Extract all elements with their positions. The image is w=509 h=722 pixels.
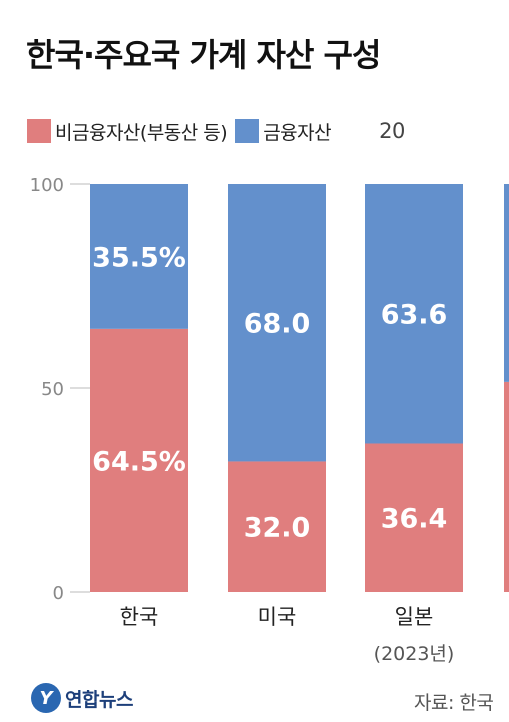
legend-note: 20 xyxy=(379,119,405,143)
legend-label-nonfinancial: 비금융자산(부동산 등) xyxy=(55,121,228,144)
legend: 비금융자산(부동산 등) 금융자산 20 xyxy=(27,116,405,146)
logo-text: 연합뉴스 xyxy=(65,688,133,711)
data-label-financial: 63.6 xyxy=(381,300,448,331)
bar-segment-financial xyxy=(228,184,326,462)
legend-label-financial: 금융자산 xyxy=(263,121,332,144)
category-sublabel: (2023년) xyxy=(374,643,455,665)
y-tick-label: 0 xyxy=(53,583,64,604)
bar-segment-nonfinancial xyxy=(365,443,463,592)
source-note: 자료: 한국 xyxy=(414,692,494,714)
category-label: 미국 xyxy=(258,605,297,629)
legend-item-financial: 금융자산 xyxy=(235,118,332,145)
legend-swatch-financial xyxy=(235,119,260,143)
data-label-nonfinancial: 36.4 xyxy=(381,504,448,535)
category-label: 일본 xyxy=(395,605,434,629)
bar-segment-financial-partial xyxy=(504,184,509,382)
legend-swatch-nonfinancial xyxy=(27,119,51,143)
publisher-logo: Y 연합뉴스 xyxy=(31,682,133,714)
bar-segment-financial xyxy=(90,184,188,329)
data-label-financial: 68.0 xyxy=(244,309,311,340)
data-label-nonfinancial: 32.0 xyxy=(244,513,311,544)
bar-segment-nonfinancial xyxy=(90,328,188,592)
y-tick-label: 50 xyxy=(41,379,64,400)
bar-segment-nonfinancial xyxy=(228,461,326,592)
bar-segment-financial xyxy=(365,184,463,444)
bar-segment-nonfinancial-partial xyxy=(504,381,509,592)
chart-title: 한국·주요국 가계 자산 구성 xyxy=(26,36,381,74)
logo-icon: Y xyxy=(31,683,61,713)
data-label-nonfinancial: 64.5% xyxy=(92,446,186,477)
y-tick-label: 100 xyxy=(30,175,64,196)
legend-item-nonfinancial: 비금융자산(부동산 등) xyxy=(27,118,228,145)
data-label-financial: 35.5% xyxy=(92,242,186,273)
category-label: 한국 xyxy=(120,605,159,629)
